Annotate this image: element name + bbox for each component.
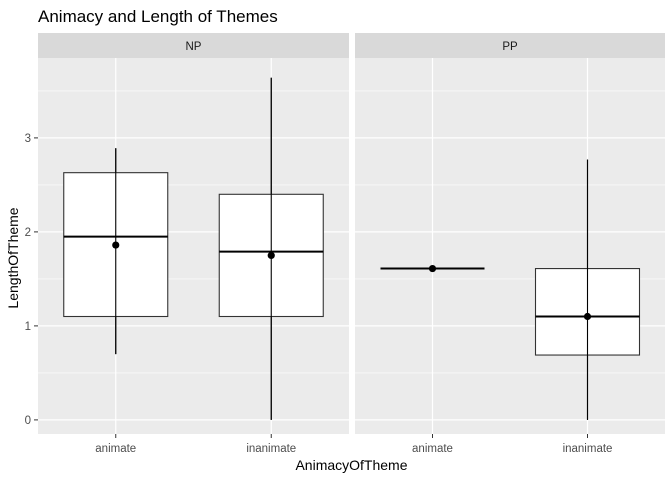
x-tick-label: inanimate <box>246 443 296 455</box>
facet-label: PP <box>502 41 518 53</box>
y-tick-label: 0 <box>25 415 31 427</box>
facet-np: NP <box>38 33 349 434</box>
mean-point <box>583 312 592 321</box>
facet-pp: PP <box>355 33 665 434</box>
box-animate <box>380 264 485 273</box>
y-tick-label: 1 <box>25 321 31 333</box>
box-inanimate <box>534 159 641 420</box>
x-tick-label: animate <box>412 443 453 455</box>
x-axis: animate inanimate animate inanimate <box>95 434 612 455</box>
chart-title: Animacy and Length of Themes <box>38 7 278 26</box>
box-inanimate <box>218 77 324 420</box>
mean-point <box>428 264 437 273</box>
y-axis: 0 1 2 3 <box>25 133 38 427</box>
y-axis-title: LengthOfTheme <box>5 207 21 308</box>
y-tick-label: 2 <box>25 227 31 239</box>
x-axis-title: AnimacyOfTheme <box>295 457 407 473</box>
mean-point <box>112 241 120 249</box>
mean-point <box>267 251 275 259</box>
facet-strip <box>38 33 349 58</box>
facet-strip <box>355 33 665 58</box>
facet-panels: NP PP <box>38 33 665 434</box>
y-tick-label: 3 <box>25 133 31 145</box>
box-animate <box>63 148 169 355</box>
panel-background <box>355 58 665 434</box>
x-tick-label: animate <box>95 443 136 455</box>
x-tick-label: inanimate <box>563 443 613 455</box>
facet-label: NP <box>186 41 202 53</box>
